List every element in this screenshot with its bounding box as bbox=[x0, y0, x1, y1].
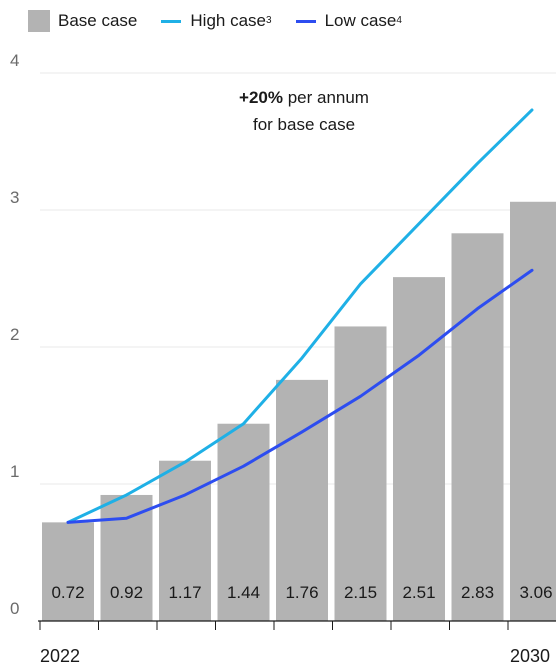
y-tick-label-2: 2 bbox=[10, 325, 19, 344]
bar-2030 bbox=[510, 201, 556, 621]
legend-item-base-case: Base case bbox=[28, 10, 137, 32]
line-series bbox=[66, 108, 534, 524]
base-case-label: Base case bbox=[58, 11, 138, 30]
bar-data-labels: 0.72 0.92 1.17 1.44 1.76 2.15 2.51 2.83 3.06 bbox=[51, 583, 552, 602]
high-case-swatch bbox=[161, 19, 182, 23]
bar-label-2030: 3.06 bbox=[519, 583, 552, 602]
low-case-label: Low case bbox=[324, 11, 397, 30]
annotation-line-2: for base case bbox=[253, 115, 355, 134]
bar-2029 bbox=[451, 233, 504, 622]
x-axis-ticks: 2022 2030 bbox=[39, 621, 550, 664]
bar-label-2026: 1.76 bbox=[285, 583, 318, 602]
annotation-bold: +20% bbox=[239, 88, 283, 107]
legend-item-low-case: Low case 4 bbox=[295, 11, 402, 31]
bar-2027 bbox=[334, 326, 387, 621]
low-case-swatch bbox=[295, 19, 316, 23]
x-tick-label-2030: 2030 bbox=[510, 646, 550, 664]
bar-label-2023: 0.92 bbox=[110, 583, 143, 602]
bar-label-2027: 2.15 bbox=[344, 583, 377, 602]
line-high-case bbox=[66, 108, 534, 524]
annotation-line-1: +20% per annum bbox=[239, 88, 369, 107]
bar-2022 bbox=[42, 522, 94, 621]
y-tick-label-4: 4 bbox=[10, 51, 19, 70]
bar-label-2029: 2.83 bbox=[461, 583, 494, 602]
bar-label-2025: 1.44 bbox=[227, 583, 260, 602]
bar-2023 bbox=[100, 494, 153, 621]
bar-series-base-case bbox=[42, 201, 556, 622]
bar-label-2024: 1.17 bbox=[168, 583, 201, 602]
y-tick-label-1: 1 bbox=[10, 462, 19, 481]
legend-item-high-case: High case 3 bbox=[161, 11, 272, 31]
legend: Base case High case 3 Low case 4 bbox=[28, 8, 426, 34]
y-tick-label-3: 3 bbox=[10, 188, 19, 207]
y-axis-ticks: 0 1 2 3 4 bbox=[10, 51, 19, 618]
base-case-swatch bbox=[28, 10, 50, 32]
bar-label-2028: 2.51 bbox=[402, 583, 435, 602]
y-tick-label-0: 0 bbox=[10, 599, 19, 618]
bar-label-2022: 0.72 bbox=[51, 583, 84, 602]
high-case-label: High case bbox=[190, 11, 266, 30]
line-low-case bbox=[66, 268, 534, 524]
bar-2028 bbox=[393, 277, 445, 621]
x-tick-label-2022: 2022 bbox=[40, 646, 80, 664]
annotation-rest: per annum bbox=[283, 88, 369, 107]
